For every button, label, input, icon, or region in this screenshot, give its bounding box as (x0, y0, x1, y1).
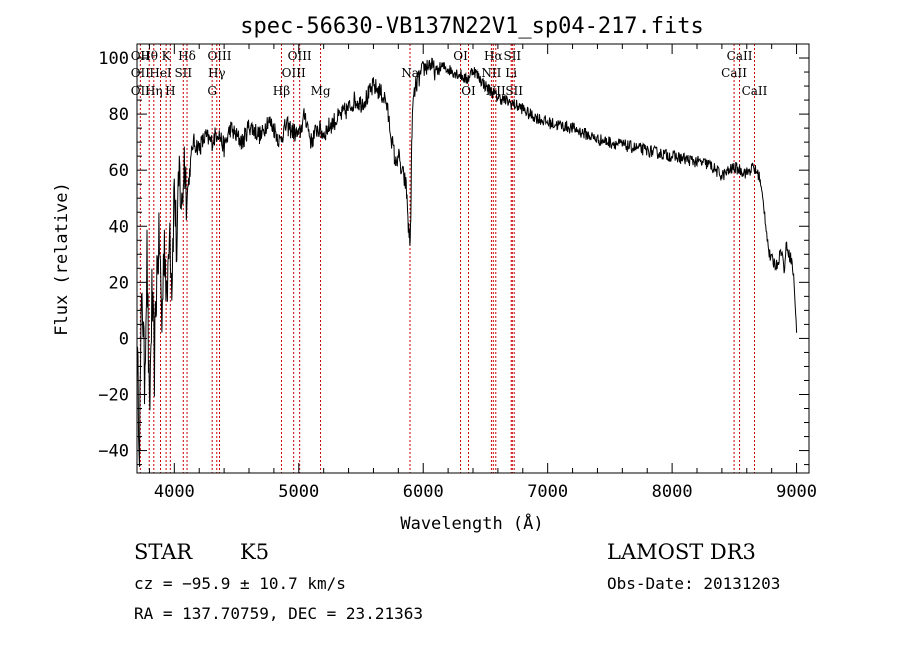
spectral-line-label: OII (131, 84, 151, 98)
y-axis-ticks: −40 −20 0 20 40 60 80 100 (98, 43, 809, 466)
spectral-line-label: G (207, 84, 217, 98)
spectral-line-label: OII (131, 49, 151, 63)
plot-frame (136, 43, 810, 474)
redshift-cz: cz = −95.9 ± 10.7 km/s (134, 574, 346, 593)
spectral-line-label: H (165, 84, 175, 98)
spectral-line-label: Hα (484, 49, 503, 63)
spectrum-line (136, 57, 798, 467)
y-tick-label: 60 (109, 161, 129, 181)
line-markers (139, 44, 755, 473)
spectral-line-label: Hβ (273, 84, 290, 98)
spectral-line-label: NII (481, 66, 501, 80)
x-tick-label: 5000 (278, 482, 319, 502)
spectral-line-label: K (162, 49, 172, 63)
ra-dec: RA = 137.70759, DEC = 23.21363 (134, 604, 423, 623)
y-tick-label: 20 (109, 273, 129, 293)
spectral-line-label: CaII (721, 66, 747, 80)
spectral-line-label: SII (174, 66, 192, 80)
spectral-line-label: CaII (742, 84, 768, 98)
spectral-line-label: SII (503, 49, 521, 63)
spectral-line-label: OIII (288, 49, 312, 63)
spectral-line-label: OIII (207, 49, 231, 63)
survey-name: LAMOST DR3 (607, 540, 756, 564)
y-tick-label: 100 (98, 49, 129, 69)
spectral-line-label: Hη (145, 84, 163, 98)
y-tick-label: 80 (109, 105, 129, 125)
object-subclass: K5 (240, 540, 269, 564)
spectral-line-label: OII (131, 66, 151, 80)
spectral-line-label: Hδ (178, 49, 196, 63)
chart-title: spec-56630-VB137N22V1_sp04-217.fits (240, 14, 704, 39)
spectral-line-label: Mg (311, 84, 331, 98)
x-tick-label: 7000 (527, 482, 568, 502)
spectral-line-label: CaII (727, 49, 753, 63)
x-tick-label: 4000 (154, 482, 195, 502)
spectral-line-label: OI (461, 84, 476, 98)
spectral-line-label: SII (505, 84, 523, 98)
spectral-line-label: OI (453, 49, 468, 63)
x-axis-label: Wavelength (Å) (400, 512, 543, 534)
y-tick-label: 0 (119, 329, 129, 349)
line-marker-labels: OIIOIIOIIHθHηHeIKHSIIHδGHγOIIIHβOIIIOIII… (131, 49, 768, 98)
x-tick-label: 9000 (776, 482, 817, 502)
x-tick-label: 6000 (403, 482, 444, 502)
x-tick-label: 8000 (652, 482, 693, 502)
observation-date: Obs-Date: 20131203 (607, 574, 780, 593)
x-axis-ticks: 4000 5000 6000 7000 8000 9000 (148, 44, 817, 502)
spectral-line-label: Li (505, 66, 517, 80)
y-tick-label: −20 (98, 385, 129, 405)
spectral-line-label: OIII (282, 66, 306, 80)
spectral-line-label: HeI (149, 66, 172, 80)
object-class: STAR (134, 540, 193, 564)
y-tick-label: −40 (98, 442, 129, 462)
spectral-line-label: Hθ (140, 49, 158, 63)
y-tick-label: 40 (109, 217, 129, 237)
y-axis-label: Flux (relative) (52, 182, 72, 336)
spectral-line-label: Na (401, 66, 419, 80)
spectral-line-label: Hγ (208, 66, 226, 80)
